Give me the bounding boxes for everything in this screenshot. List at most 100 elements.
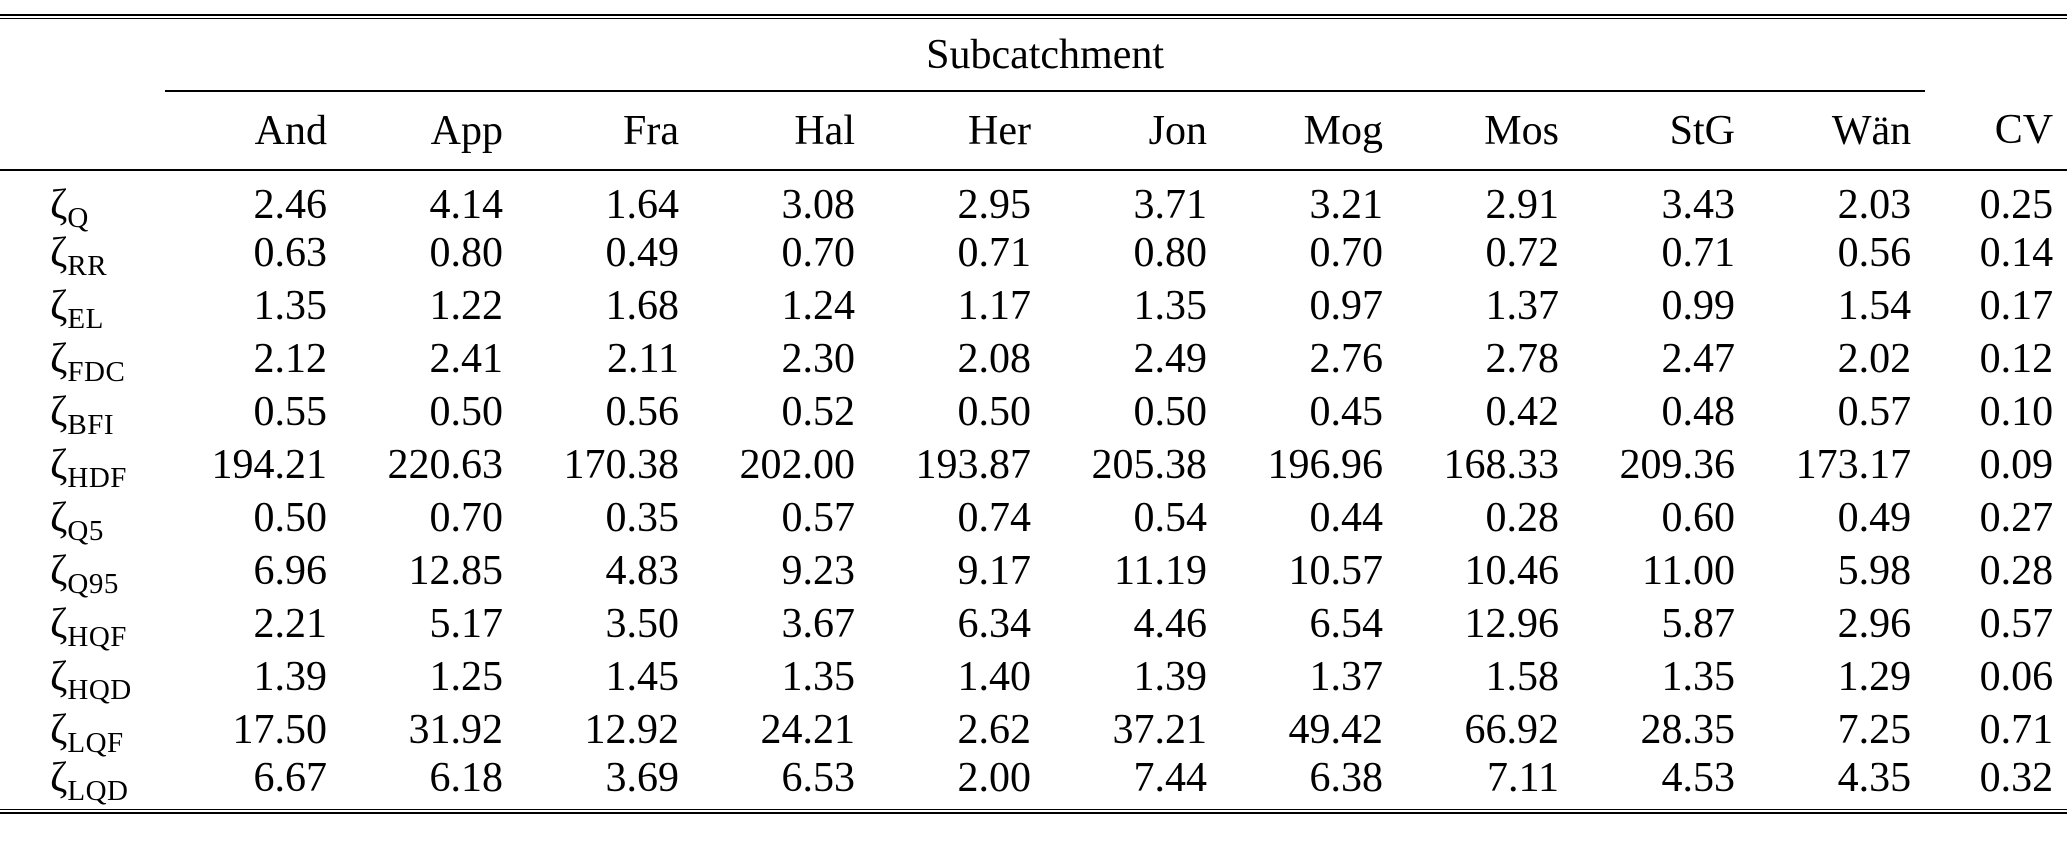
value-cell: 0.06 [1979, 653, 2054, 700]
table-row: ζBFI 0.55 0.50 0.56 0.52 0.50 0.50 0.45 0.42 0.48… [0, 385, 2067, 440]
value-cell: 3.71 [1133, 182, 1208, 228]
metric-subscript: FDC [67, 355, 126, 388]
value-cell: 0.45 [1309, 388, 1384, 435]
subcatchment-metrics-table: Subcatchment And App Fra Hal Her Jon Mog Mos StG… [0, 19, 2067, 809]
zeta-symbol: ζ [50, 388, 68, 435]
value-cell: 0.14 [1979, 229, 2054, 276]
value-cell: 17.50 [232, 706, 328, 753]
value-cell: 0.17 [1979, 282, 2054, 329]
column-header-jon: Jon [1045, 91, 1221, 171]
value-cell: 0.09 [1979, 441, 2054, 488]
value-cell: 28.35 [1640, 706, 1736, 753]
row-label-zeta-hqd: ζHQD [0, 650, 165, 705]
group-header-row: Subcatchment [0, 19, 2067, 92]
value-cell: 0.48 [1661, 388, 1736, 435]
value-cell: 2.11 [607, 335, 679, 382]
value-cell: 2.00 [957, 755, 1032, 801]
row-label-zeta-bfi: ζBFI [0, 385, 165, 440]
value-cell: 5.98 [1837, 547, 1912, 594]
row-label-zeta-fdc: ζFDC [0, 332, 165, 388]
value-cell: 2.03 [1837, 182, 1912, 228]
value-cell: 6.34 [957, 600, 1032, 647]
value-cell: 202.00 [739, 441, 856, 488]
value-cell: 1.25 [429, 653, 504, 700]
value-cell: 0.80 [429, 229, 504, 276]
value-cell: 4.53 [1661, 755, 1736, 801]
value-cell: 1.35 [781, 653, 856, 700]
zeta-symbol: ζ [50, 653, 68, 700]
row-label-zeta-lqd: ζLQD [0, 756, 165, 809]
value-cell: 1.64 [605, 182, 680, 228]
metric-subscript: Q95 [67, 567, 119, 600]
value-cell: 4.14 [429, 182, 504, 228]
metric-subscript: HQF [67, 620, 127, 653]
value-cell: 3.67 [781, 600, 856, 647]
value-cell: 0.70 [1309, 229, 1384, 276]
value-cell: 2.96 [1837, 600, 1912, 647]
value-cell: 2.02 [1837, 335, 1912, 382]
value-cell: 1.17 [957, 282, 1032, 329]
metric-subscript: Q5 [67, 514, 104, 547]
table-row: ζHQD 1.39 1.25 1.45 1.35 1.40 1.39 1.37 1.58 1.35… [0, 650, 2067, 705]
value-cell: 0.10 [1979, 388, 2054, 435]
value-cell: 1.37 [1485, 282, 1560, 329]
value-cell: 2.21 [253, 600, 328, 647]
value-cell: 0.35 [605, 494, 680, 541]
table-row: ζRR 0.63 0.80 0.49 0.70 0.71 0.80 0.70 0.72 0.71 0… [0, 226, 2067, 281]
value-cell: 0.99 [1661, 282, 1736, 329]
column-header-wän: Wän [1749, 91, 1926, 171]
value-cell: 4.35 [1837, 755, 1912, 801]
value-cell: 9.23 [781, 547, 856, 594]
value-cell: 0.52 [781, 388, 856, 435]
value-cell: 0.54 [1133, 494, 1208, 541]
value-cell: 170.38 [563, 441, 680, 488]
value-cell: 1.39 [1133, 653, 1208, 700]
zeta-symbol: ζ [50, 600, 68, 647]
zeta-symbol: ζ [50, 282, 68, 329]
table-bottom-double-rule [0, 809, 2067, 814]
value-cell: 0.56 [605, 388, 680, 435]
value-cell: 12.92 [584, 706, 680, 753]
value-cell: 220.63 [387, 441, 504, 488]
zeta-symbol: ζ [50, 706, 68, 753]
value-cell: 0.44 [1309, 494, 1384, 541]
value-cell: 4.46 [1133, 600, 1208, 647]
value-cell: 2.62 [957, 706, 1032, 753]
value-cell: 11.19 [1114, 547, 1207, 594]
table-row: ζLQF 17.50 31.92 12.92 24.21 2.62 37.21 49.42 66… [0, 703, 2067, 758]
value-cell: 0.70 [781, 229, 856, 276]
column-header-hal: Hal [693, 91, 869, 171]
value-cell: 10.46 [1464, 547, 1560, 594]
column-header-stg: StG [1573, 91, 1749, 171]
row-label-zeta-q: ζQ [0, 170, 165, 233]
value-cell: 2.30 [781, 335, 856, 382]
value-cell: 0.70 [429, 494, 504, 541]
table-row: ζLQD 6.67 6.18 3.69 6.53 2.00 7.44 6.38 7.11 4.53… [0, 756, 2067, 809]
value-cell: 2.41 [429, 335, 504, 382]
value-cell: 24.21 [760, 706, 856, 753]
value-cell: 0.50 [957, 388, 1032, 435]
value-cell: 1.45 [605, 653, 680, 700]
table-top-double-rule [0, 14, 2067, 19]
value-cell: 2.46 [253, 182, 328, 228]
value-cell: 3.08 [781, 182, 856, 228]
value-cell: 5.17 [429, 600, 504, 647]
column-header-fra: Fra [517, 91, 693, 171]
value-cell: 0.27 [1979, 494, 2054, 541]
value-cell: 1.35 [1133, 282, 1208, 329]
row-label-zeta-lqf: ζLQF [0, 703, 165, 758]
value-cell: 7.44 [1133, 755, 1208, 801]
table-row: ζQ95 6.96 12.85 4.83 9.23 9.17 11.19 10.57 10.46… [0, 544, 2067, 600]
value-cell: 2.78 [1485, 335, 1560, 382]
value-cell: 0.32 [1979, 755, 2054, 801]
value-cell: 5.87 [1661, 600, 1736, 647]
value-cell: 205.38 [1091, 441, 1208, 488]
value-cell: 6.96 [253, 547, 328, 594]
value-cell: 12.96 [1464, 600, 1560, 647]
value-cell: 7.25 [1837, 706, 1912, 753]
value-cell: 194.21 [211, 441, 328, 488]
row-label-zeta-q95: ζQ95 [0, 544, 165, 600]
value-cell: 196.96 [1267, 441, 1384, 488]
row-label-zeta-hqf: ζHQF [0, 597, 165, 653]
column-header-her: Her [869, 91, 1045, 171]
